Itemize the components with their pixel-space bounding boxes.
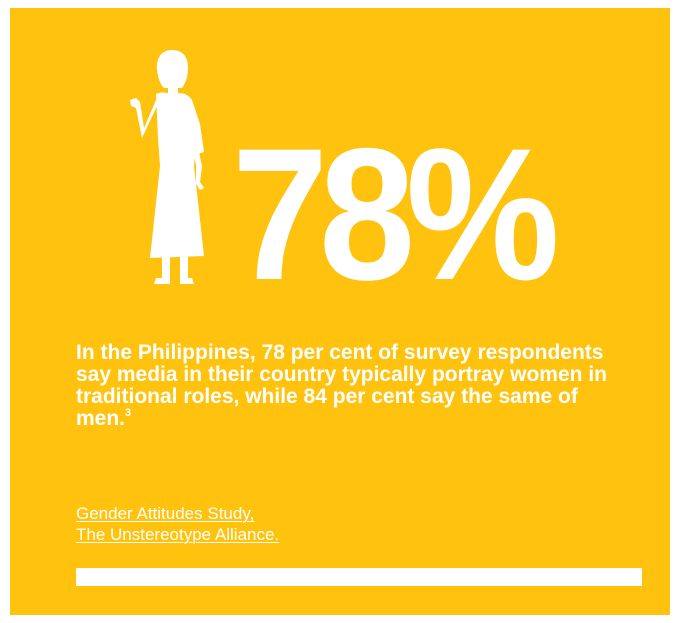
stat-description: In the Philippines, 78 per cent of surve… bbox=[76, 342, 636, 430]
source-link-study[interactable]: Gender Attitudes Study, bbox=[76, 504, 255, 523]
source-link-alliance[interactable]: The Unstereotype Alliance. bbox=[76, 525, 280, 544]
woman-figure-icon bbox=[130, 48, 238, 286]
infographic-card: 78% In the Philippines, 78 per cent of s… bbox=[10, 8, 670, 615]
footer-bar bbox=[76, 568, 642, 586]
headline-stat: 78% bbox=[232, 109, 560, 319]
source-citation: Gender Attitudes Study, The Unstereotype… bbox=[76, 503, 279, 545]
description-text: In the Philippines, 78 per cent of surve… bbox=[76, 341, 607, 430]
footnote-marker: 3 bbox=[125, 407, 132, 419]
